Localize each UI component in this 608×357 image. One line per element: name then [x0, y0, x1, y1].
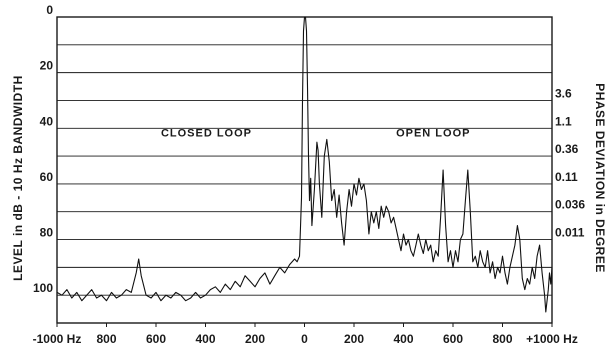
y-tick-label: 80 — [40, 226, 54, 240]
y-tick-label: 0 — [46, 3, 53, 17]
grid-lines — [57, 44, 552, 296]
y2-tick-label: 3.6 — [555, 86, 572, 100]
annotation-label: CLOSED LOOP — [161, 128, 252, 140]
x-tick-label: +1000 Hz — [526, 332, 578, 346]
y2-tick-label: 0.36 — [555, 142, 579, 156]
y-tick-label: 20 — [40, 59, 54, 73]
y2-tick-label: 0.11 — [555, 170, 578, 184]
x-tick-label: 600 — [146, 332, 166, 346]
x-axis-ticks: -1000 Hz 800 600 400 200 0 200 400 600 800 +1000 H… — [33, 323, 578, 346]
x-tick-label: 400 — [195, 332, 215, 346]
y-axis-ticks: 0 20 40 60 80 100 — [33, 3, 53, 295]
series-line — [56, 16, 553, 313]
y2-axis-label: PHASE DEVIATION in DEGREE — [593, 83, 607, 273]
y-axis-label: LEVEL in dB - 10 Hz BANDWIDTH — [11, 75, 25, 281]
annotations: CLOSED LOOP OPEN LOOP — [161, 128, 470, 140]
y2-tick-label: 0.011 — [555, 226, 585, 240]
plot-frame — [56, 16, 553, 324]
x-tick-label: -1000 Hz — [33, 332, 82, 346]
x-tick-label: 400 — [393, 332, 413, 346]
x-tick-label: 0 — [301, 332, 308, 346]
y-tick-label: 40 — [40, 114, 54, 128]
x-tick-label: 200 — [245, 332, 265, 346]
y2-tick-label: 0.036 — [555, 198, 585, 212]
y2-tick-label: 1.1 — [555, 114, 572, 128]
x-tick-label: 800 — [492, 332, 512, 346]
y-tick-label: 60 — [40, 170, 54, 184]
x-tick-label: 200 — [344, 332, 364, 346]
annotation-label: OPEN LOOP — [396, 128, 470, 140]
x-tick-label: 600 — [443, 332, 463, 346]
y-tick-label: 100 — [33, 281, 53, 295]
x-tick-label: 800 — [96, 332, 116, 346]
y2-axis-ticks: 3.6 1.1 0.36 0.11 0.036 0.011 — [555, 86, 585, 239]
